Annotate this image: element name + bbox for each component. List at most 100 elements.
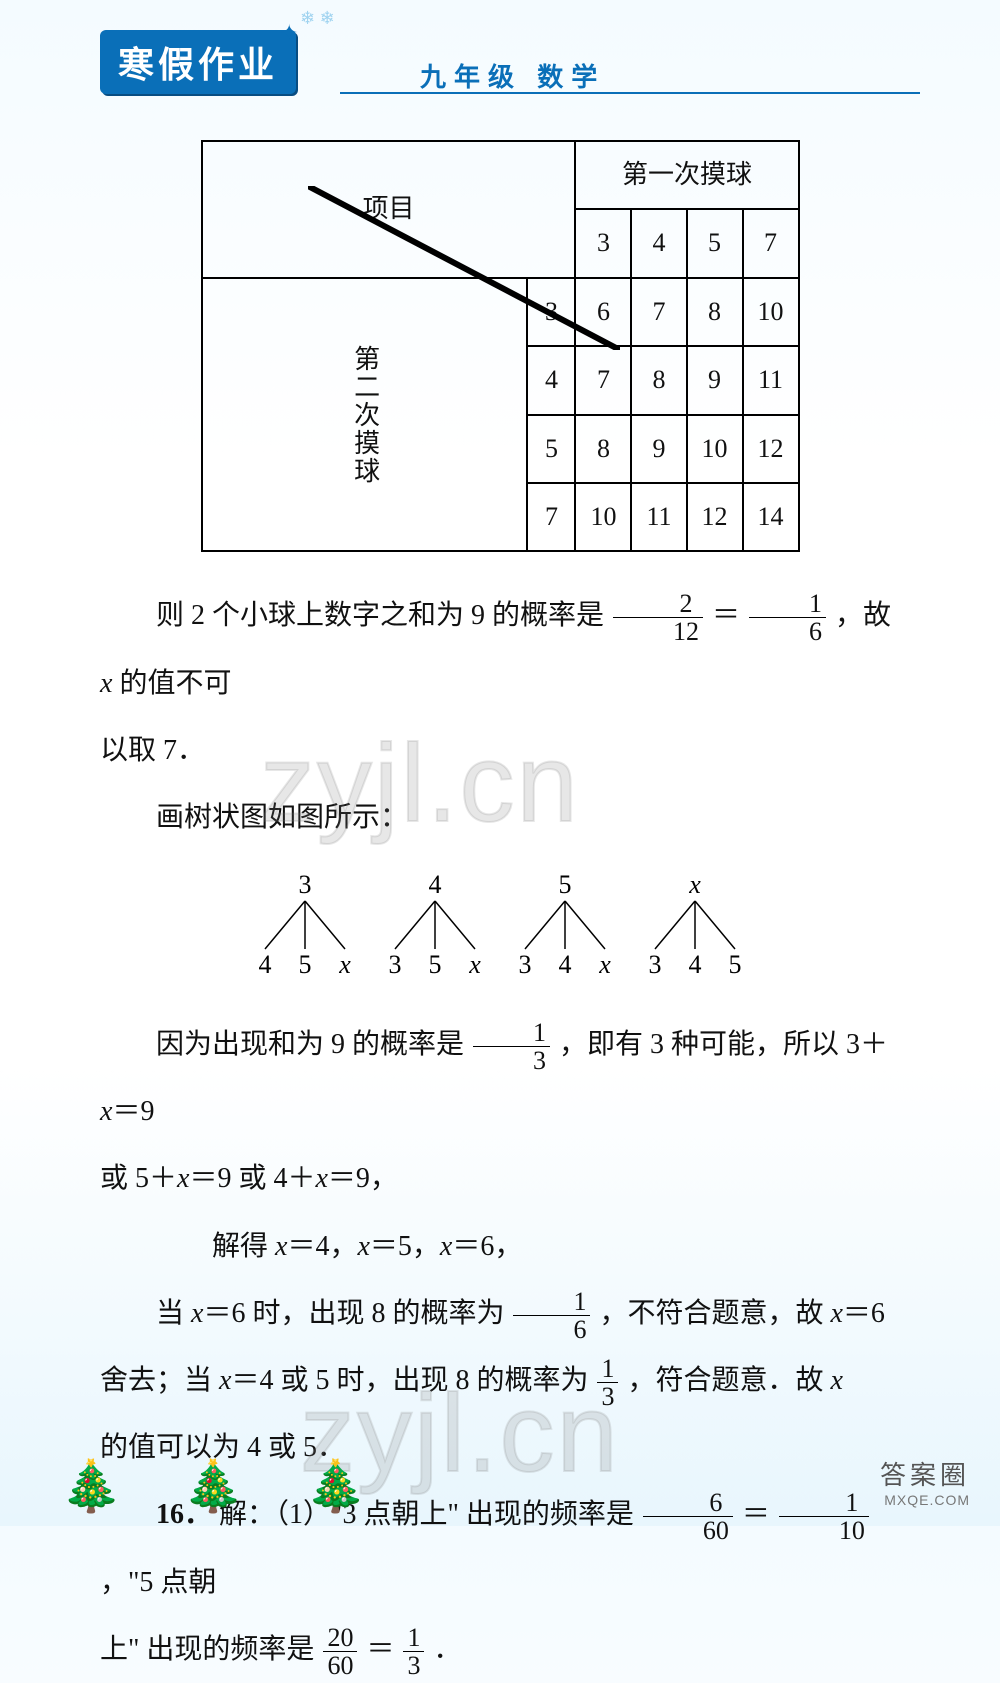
table-cell: 12 [743, 415, 799, 483]
paragraph: 因为出现和为 9 的概率是 13 ，即有 3 种可能，所以 3＋x＝9 [100, 1011, 900, 1145]
table-cell: 8 [687, 278, 743, 346]
fraction: 2060 [323, 1624, 357, 1680]
text: ，不符合题意，故 [599, 1298, 830, 1329]
text: ＝9， [328, 1163, 398, 1194]
var-x: x [100, 668, 112, 699]
text: ＝9 [112, 1096, 154, 1127]
fraction: 13 [597, 1355, 618, 1411]
svg-text:x: x [468, 950, 481, 979]
fraction: 16 [749, 590, 826, 646]
var-x: x [830, 1365, 842, 1396]
tree-icon-row: 🎄🎄🎄 [60, 1457, 427, 1516]
table-col-head: 3 [575, 209, 631, 277]
text: ＝6， [452, 1231, 522, 1262]
paragraph: 以取 7． [100, 717, 900, 784]
svg-text:5: 5 [559, 871, 572, 899]
svg-text:3: 3 [299, 871, 312, 899]
text: 或 5＋ [100, 1163, 177, 1194]
table-row-head: 3 [527, 278, 575, 346]
table-cell: 10 [575, 483, 631, 551]
paragraph: 解得 x＝4，x＝5，x＝6， [100, 1213, 900, 1280]
text: ，即有 3 种可能，所以 3＋ [559, 1029, 888, 1060]
snow-icon: ❄ ❄ [300, 8, 335, 29]
star-icon: ✦ [280, 20, 298, 46]
table-cell: 14 [743, 483, 799, 551]
fraction: 16 [513, 1288, 590, 1344]
svg-text:4: 4 [559, 950, 572, 979]
fraction: 13 [403, 1624, 424, 1680]
table-row-head: 5 [527, 415, 575, 483]
text: 解得 [212, 1231, 275, 1262]
badge-title: 寒假作业 [100, 30, 296, 94]
svg-text:4: 4 [689, 950, 702, 979]
var-x: x [315, 1163, 327, 1194]
svg-text:4: 4 [429, 871, 442, 899]
svg-text:3: 3 [649, 950, 662, 979]
text: ＝ [366, 1634, 394, 1665]
text: ＝6 [843, 1298, 885, 1329]
text: ，"5 点朝 [100, 1567, 216, 1598]
page-header: 寒假作业 九年级 数学 ✦ ❄ ❄ [0, 0, 1000, 120]
tree-diagram: 345x435x534xx345 [100, 871, 900, 981]
fraction: 660 [643, 1489, 733, 1545]
var-x: x [357, 1231, 369, 1262]
svg-text:5: 5 [729, 950, 742, 979]
header-rule [340, 92, 920, 94]
table-cell: 10 [743, 278, 799, 346]
table-row-group: 第二次摸球 [202, 278, 528, 552]
var-x: x [440, 1231, 452, 1262]
table-cell: 7 [575, 346, 631, 414]
text: 舍去；当 [100, 1365, 219, 1396]
svg-text:x: x [598, 950, 611, 979]
text: ＝4， [287, 1231, 357, 1262]
text: ＝ [712, 600, 740, 631]
var-x: x [177, 1163, 189, 1194]
paragraph: 则 2 个小球上数字之和为 9 的概率是 212 ＝ 16 ，故 x 的值不可 [100, 582, 900, 716]
svg-text:x: x [688, 871, 701, 899]
paragraph: 画树状图如图所示： [100, 784, 900, 851]
svg-text:4: 4 [259, 950, 272, 979]
table-cell: 8 [575, 415, 631, 483]
var-x: x [275, 1231, 287, 1262]
paragraph: 舍去；当 x＝4 或 5 时，出现 8 的概率为 13 ，符合题意．故 x [100, 1347, 900, 1414]
table-col-head: 4 [631, 209, 686, 277]
text: ． [433, 1634, 461, 1665]
text: ＝6 时，出现 8 的概率为 [203, 1298, 504, 1329]
paragraph: 当 x＝6 时，出现 8 的概率为 16 ，不符合题意，故 x＝6 [100, 1280, 900, 1347]
fraction: 110 [779, 1489, 869, 1545]
text: 以取 7． [100, 735, 205, 766]
table-col-group: 第一次摸球 [575, 141, 798, 209]
table-cell: 8 [631, 346, 686, 414]
var-x: x [191, 1298, 203, 1329]
table-col-head: 5 [687, 209, 743, 277]
probability-table-wrapper: 项目 第一次摸球 3 4 5 7 第二次摸球 3 6 7 8 10 4 7 8 [100, 140, 900, 552]
table-row-head: 4 [527, 346, 575, 414]
table-cell: 10 [687, 415, 743, 483]
text: 的值不可 [112, 668, 231, 699]
var-x: x [100, 1096, 112, 1127]
table-corner: 项目 [202, 141, 576, 278]
footer-logo-text: 答案圈 [880, 1455, 970, 1492]
page-content: 项目 第一次摸球 3 4 5 7 第二次摸球 3 6 7 8 10 4 7 8 [0, 120, 1000, 1683]
fraction: 13 [473, 1019, 550, 1075]
table-row-head: 7 [527, 483, 575, 551]
svg-text:3: 3 [519, 950, 532, 979]
fraction: 212 [613, 590, 703, 646]
table-cell: 11 [743, 346, 799, 414]
subtitle: 九年级 数学 [420, 57, 605, 94]
text: 则 2 个小球上数字之和为 9 的概率是 [156, 600, 604, 631]
text: ，故 [835, 600, 891, 631]
footer-logo-url: MXQE.COM [880, 1492, 970, 1508]
svg-text:5: 5 [299, 950, 312, 979]
svg-text:3: 3 [389, 950, 402, 979]
table-cell: 11 [631, 483, 686, 551]
var-x: x [219, 1365, 231, 1396]
table-cell: 9 [631, 415, 686, 483]
text: 画树状图如图所示： [156, 802, 408, 833]
tree-svg: 345x435x534xx345 [240, 871, 760, 981]
table-cell: 9 [687, 346, 743, 414]
text: 上" 出现的频率是 [100, 1634, 314, 1665]
probability-table: 项目 第一次摸球 3 4 5 7 第二次摸球 3 6 7 8 10 4 7 8 [201, 140, 800, 552]
table-cell: 7 [631, 278, 686, 346]
var-x: x [830, 1298, 842, 1329]
